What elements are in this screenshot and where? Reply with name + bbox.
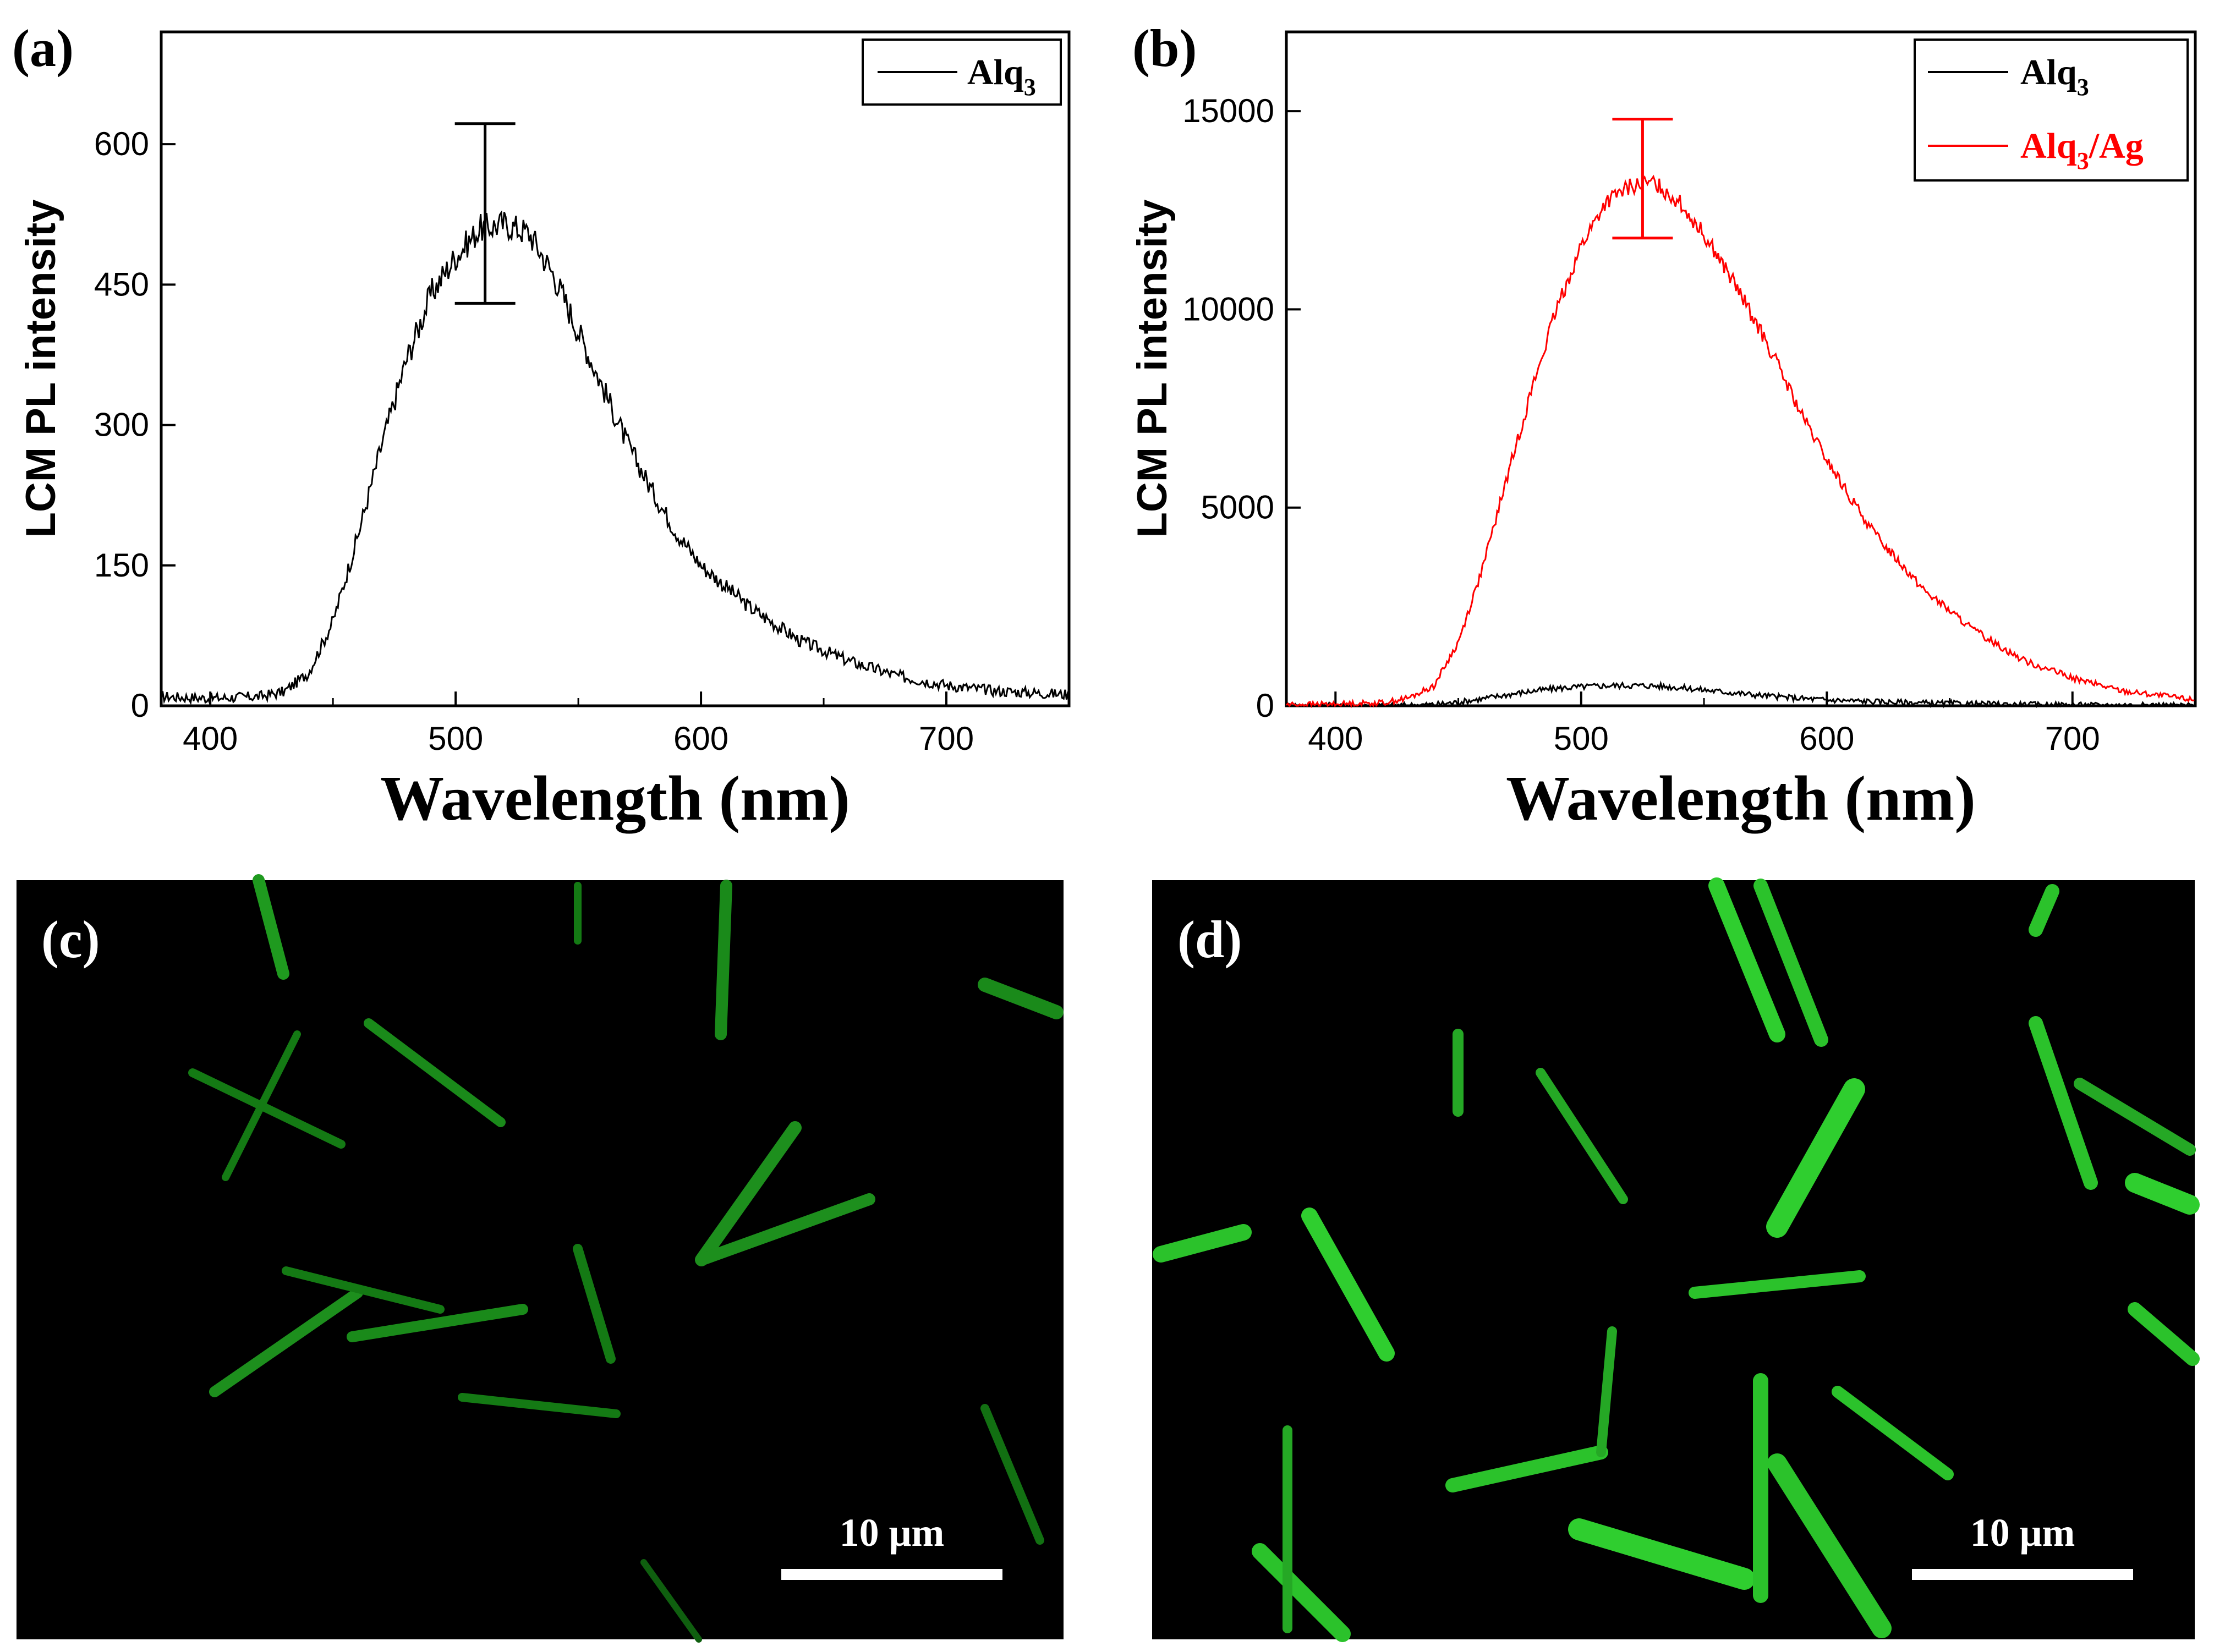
microrod xyxy=(1153,1224,1252,1263)
scale-bar-label-d: 10 μm xyxy=(1970,1511,2075,1555)
x-axis-b: 400 500 600 700 xyxy=(1308,691,2196,757)
microrods-d xyxy=(1153,877,2200,1642)
microrod xyxy=(209,1287,363,1397)
chart-panel-b: (b) 0 5000 10000 15000 400 500 600 700 Alq3 Al… xyxy=(1129,19,2197,834)
microrod xyxy=(573,1244,616,1364)
y-axis-b: 0 5000 10000 15000 xyxy=(1182,92,1301,724)
microrod xyxy=(2125,1173,2200,1215)
panel-label-d: (d) xyxy=(1177,910,1242,969)
y-axis-a: 0 150 300 450 600 xyxy=(94,125,176,724)
legend-label-alq3-a: Alq3 xyxy=(967,52,1036,101)
x-tick-label: 400 xyxy=(1308,720,1363,757)
plot-frame-b xyxy=(1285,30,2197,707)
microrod xyxy=(2074,1078,2196,1156)
y-axis-title-b: LCM PL intensity xyxy=(1129,199,1176,537)
microrod xyxy=(347,1304,528,1342)
chart-panel-a: (a) 0 150 300 450 600 400 500 600 700 Alq3 LCM … xyxy=(12,19,1071,834)
x-axis-title-b: Wavelength (nm) xyxy=(1506,764,1976,834)
legend-b: Alq3 Alq3/Ag xyxy=(1914,39,2189,182)
microrod xyxy=(715,880,732,1040)
x-tick-label: 700 xyxy=(2045,720,2100,757)
x-tick-label: 600 xyxy=(673,720,728,757)
legend-label-alq3-b: Alq3 xyxy=(2020,52,2089,101)
x-axis-title-a: Wavelength (nm) xyxy=(380,764,850,834)
y-tick-label: 0 xyxy=(131,687,149,724)
legend-box-b xyxy=(1914,39,2189,182)
microrod xyxy=(1252,1543,1351,1642)
microrod xyxy=(222,1030,301,1181)
microrod xyxy=(1536,1068,1628,1204)
y-tick-label: 0 xyxy=(1256,687,1274,724)
plot-frame-a xyxy=(160,30,1071,707)
scale-bar-d xyxy=(1912,1569,2133,1580)
microrod xyxy=(1689,1270,1866,1299)
microrod xyxy=(364,1018,506,1127)
y-tick-label: 5000 xyxy=(1201,489,1274,526)
y-tick-label: 15000 xyxy=(1182,92,1274,129)
microrod xyxy=(253,874,289,980)
x-axis-a: 400 500 600 700 xyxy=(183,691,1070,757)
microrod xyxy=(1767,1453,1892,1638)
microrod xyxy=(1445,1445,1608,1492)
panel-label-a: (a) xyxy=(12,19,74,78)
microrod xyxy=(1766,1078,1865,1238)
micrograph-panel-c: (c) 10 μm xyxy=(17,874,1064,1643)
series-line-alq3-b xyxy=(1285,680,2195,709)
microrod xyxy=(978,978,1064,1019)
y-tick-label: 10000 xyxy=(1182,290,1274,327)
microrod xyxy=(1596,1326,1617,1457)
x-tick-label: 700 xyxy=(919,720,974,757)
panel-label-c: (c) xyxy=(41,910,100,969)
x-tick-label: 400 xyxy=(183,720,238,757)
microrod xyxy=(1753,879,1828,1047)
microrod xyxy=(980,1404,1044,1545)
legend-a: Alq3 xyxy=(862,39,1062,106)
x-tick-label: 500 xyxy=(1554,720,1609,757)
panel-label-b: (b) xyxy=(1132,19,1197,78)
y-tick-label: 300 xyxy=(94,407,149,443)
y-tick-label: 450 xyxy=(94,266,149,303)
microrod xyxy=(695,1121,802,1266)
series-line-alq3-a xyxy=(161,210,1069,707)
micrograph-panel-d: (d) 10 μm xyxy=(1152,877,2200,1642)
scale-bar-label-c: 10 μm xyxy=(840,1511,945,1555)
legend-label-alq3-ag-b: Alq3/Ag xyxy=(2020,126,2144,174)
x-tick-label: 500 xyxy=(428,720,483,757)
microrod xyxy=(1301,1208,1395,1362)
microrod xyxy=(640,1559,702,1643)
x-tick-label: 600 xyxy=(1799,720,1854,757)
microrod xyxy=(2029,884,2059,937)
microrod xyxy=(1708,877,1785,1042)
microrod xyxy=(695,1193,875,1266)
error-bar-b xyxy=(1612,118,1673,240)
micrograph-image-c xyxy=(17,880,1064,1639)
microrod xyxy=(1568,1518,1755,1590)
microrod xyxy=(1832,1386,1954,1480)
microrod xyxy=(282,1266,445,1314)
microrod xyxy=(188,1068,346,1149)
y-tick-label: 600 xyxy=(94,125,149,162)
error-bar-a xyxy=(454,122,516,305)
microrods-c xyxy=(188,874,1064,1643)
y-tick-label: 150 xyxy=(94,547,149,584)
y-axis-title-a: LCM PL intensity xyxy=(18,199,64,537)
microrod xyxy=(2029,1016,2098,1190)
microrod xyxy=(458,1393,621,1418)
scale-bar-c xyxy=(781,1569,1002,1580)
series-line-alq3-ag-b xyxy=(1285,174,2195,709)
microrod xyxy=(2128,1302,2200,1366)
